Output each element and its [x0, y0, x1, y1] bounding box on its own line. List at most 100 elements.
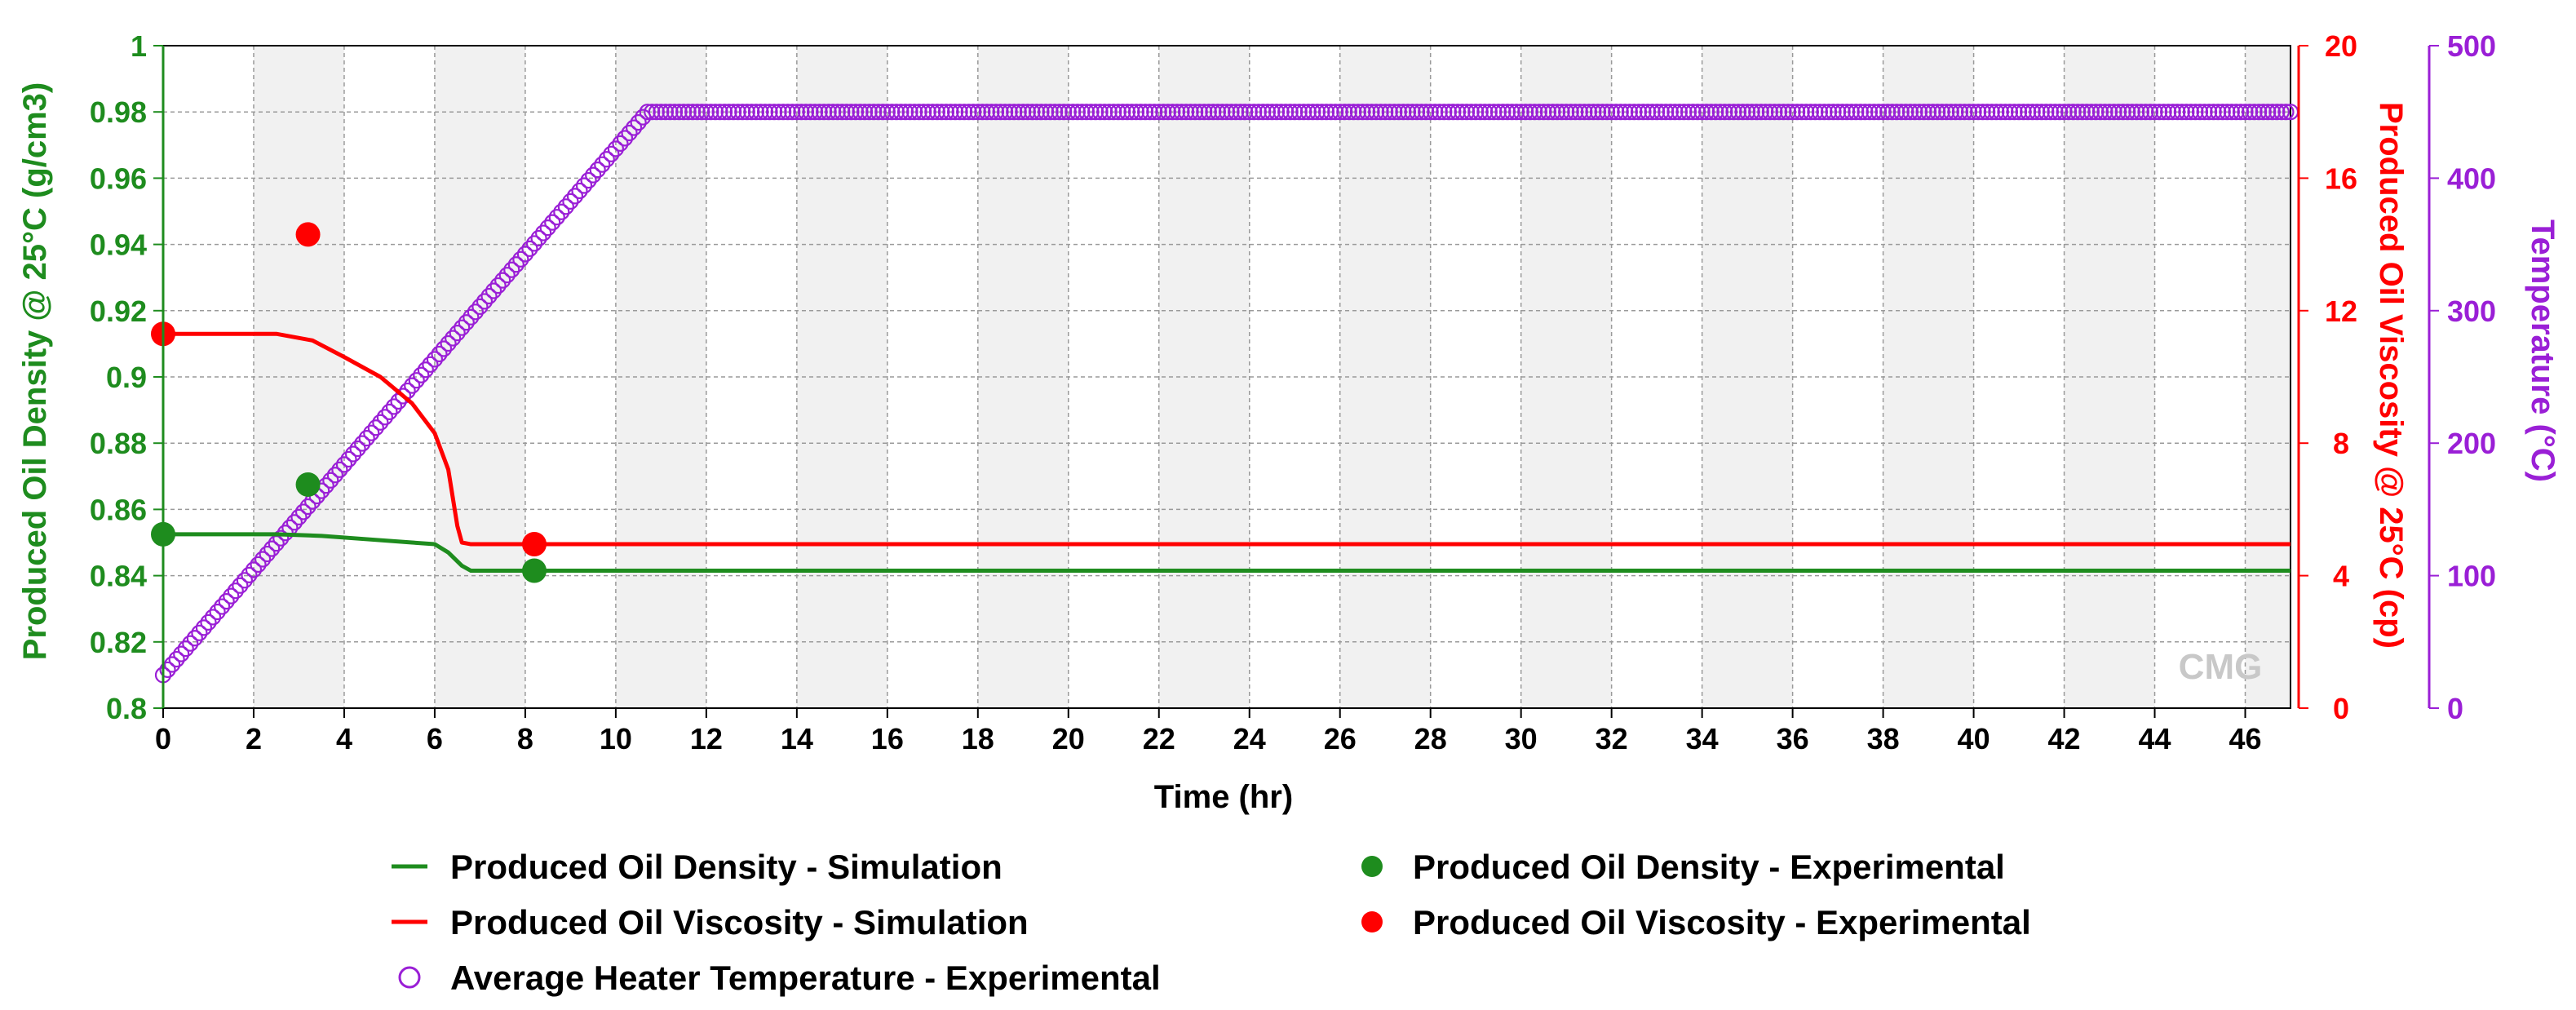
temperature-marker	[218, 592, 235, 610]
temperature-marker	[1793, 104, 1810, 121]
temperature-marker	[1558, 104, 1575, 121]
temperature-marker	[901, 104, 918, 121]
temperature-marker	[1580, 104, 1598, 121]
temperature-marker	[1051, 104, 1068, 121]
x-tick-label: 20	[1052, 722, 1085, 755]
temperature-marker	[1693, 104, 1711, 121]
temperature-marker	[2251, 104, 2268, 121]
temperature-marker	[965, 104, 982, 121]
temperature-marker	[404, 377, 421, 394]
temperature-marker	[1585, 104, 1602, 121]
temperature-marker	[1811, 104, 1829, 121]
temperature-marker	[879, 104, 896, 121]
temperature-marker	[788, 104, 805, 121]
x-tick-label: 12	[690, 722, 723, 755]
temperature-marker	[1010, 104, 1027, 121]
temperature-marker	[1345, 104, 1362, 121]
temperature-marker	[463, 308, 480, 326]
temperature-marker	[1399, 104, 1417, 121]
temperature-marker	[2082, 104, 2100, 121]
temperature-marker	[729, 104, 746, 121]
temperature-marker	[476, 293, 494, 310]
left-axis-title: Produced Oil Density @ 25°C (g/cm3)	[17, 82, 53, 661]
temperature-marker	[1467, 104, 1485, 121]
temperature-marker	[1658, 104, 1675, 121]
temperature-marker	[272, 529, 290, 547]
temperature-marker	[1168, 104, 1186, 121]
temperature-marker	[566, 188, 584, 205]
viscosity-tick-label: 4	[2333, 560, 2349, 593]
temperature-marker	[294, 503, 312, 521]
temperature-marker	[937, 104, 955, 121]
temperature-marker	[2228, 104, 2245, 121]
temperature-marker	[1096, 104, 1113, 121]
background-band	[615, 46, 706, 708]
temperature-marker	[625, 119, 643, 136]
temperature-marker	[1042, 104, 1059, 121]
temperature-marker	[1458, 104, 1476, 121]
temperature-marker	[1187, 104, 1204, 121]
temperature-marker	[1526, 104, 1543, 121]
temperature-marker	[639, 104, 656, 121]
x-axis-ticks: 0 2 4 6 8 10 12 14 16 18 20 22 24 26 28 30 32 34 36 38 40 42 4…	[155, 708, 2262, 755]
temperature-marker	[1965, 104, 1982, 121]
temperature-marker	[1970, 104, 1987, 121]
left-tick-label: 0.86	[90, 493, 147, 526]
temperature-marker	[2146, 104, 2163, 121]
temperature-marker	[1861, 104, 1879, 121]
temperature-marker	[1933, 104, 1950, 121]
temperature-marker	[1299, 104, 1317, 121]
temperature-marker	[1612, 104, 1629, 121]
temperature-marker	[992, 104, 1009, 121]
temperature-marker	[394, 388, 412, 405]
temperature-axis-ticks: 0 100 200 300 400 500	[2428, 29, 2496, 725]
temperature-marker	[512, 250, 529, 268]
temperature-marker	[1784, 104, 1801, 121]
temperature-marker	[883, 104, 901, 121]
temperature-marker	[458, 314, 475, 331]
temperature-marker	[825, 104, 842, 121]
temperature-marker	[1404, 104, 1421, 121]
temperature-marker	[2024, 104, 2041, 121]
temperature-marker	[1820, 104, 1838, 121]
viscosity-experimental-point	[295, 222, 321, 247]
temperature-marker	[326, 467, 343, 484]
left-tick-label: 0.82	[90, 626, 147, 659]
temperature-marker	[1988, 104, 2005, 121]
temperature-marker	[2241, 104, 2259, 121]
temperature-marker	[1268, 104, 1286, 121]
temperature-marker	[2182, 104, 2200, 121]
temperature-marker	[1825, 104, 1842, 121]
temperature-marker	[2060, 104, 2078, 121]
left-tick-label: 0.94	[90, 228, 147, 262]
temperature-marker	[2178, 104, 2195, 121]
temperature-marker	[585, 166, 602, 184]
temperature-marker	[168, 650, 185, 668]
legend-label: Average Heater Temperature - Experimenta…	[450, 959, 1161, 997]
temperature-marker	[435, 340, 453, 357]
temperature-marker	[987, 104, 1005, 121]
temperature-marker	[1644, 104, 1661, 121]
temperature-marker	[173, 645, 190, 662]
temperature-marker	[1666, 104, 1684, 121]
temperature-marker	[2246, 104, 2263, 121]
temperature-marker	[1273, 104, 1290, 121]
background-band	[1702, 46, 1793, 708]
temperature-marker	[1182, 104, 1199, 121]
temperature-marker	[163, 656, 181, 673]
temperature-marker	[2219, 104, 2236, 121]
temperature-marker	[525, 235, 543, 252]
temperature-marker	[1725, 104, 1742, 121]
temperature-marker	[1639, 104, 1657, 121]
temperature-marker	[1766, 104, 1783, 121]
temperature-marker	[1839, 104, 1856, 121]
temperature-marker	[653, 104, 670, 121]
temperature-marker	[191, 624, 208, 641]
temperature-marker	[2042, 104, 2060, 121]
temperature-marker	[2164, 104, 2181, 121]
legend-dot-swatch	[1361, 911, 1383, 932]
temperature-marker	[1463, 104, 1480, 121]
temperature-marker	[1200, 104, 1217, 121]
temperature-marker	[711, 104, 728, 121]
temperature-marker	[1621, 104, 1638, 121]
